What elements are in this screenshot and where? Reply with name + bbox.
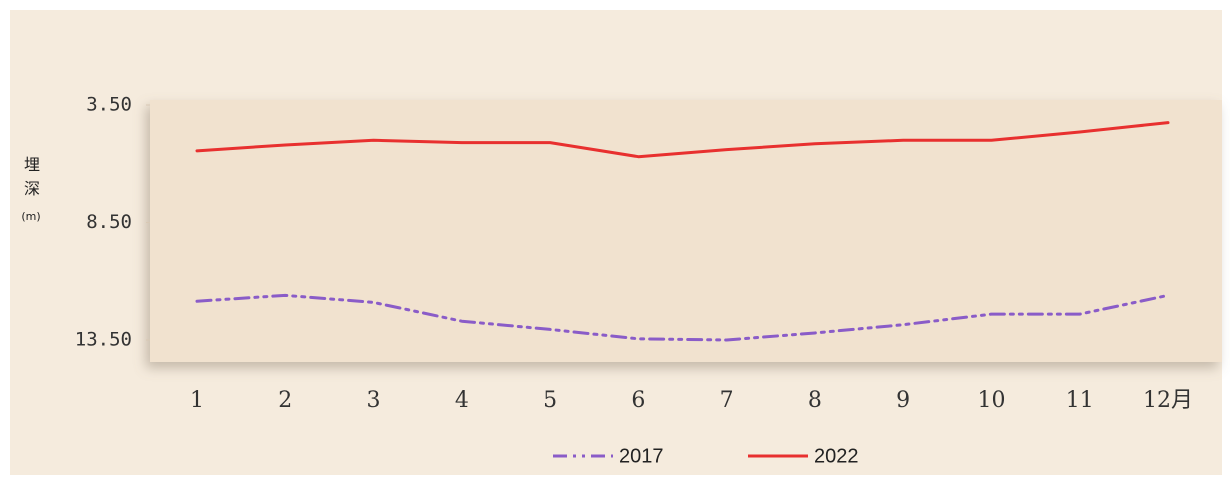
x-tick-label: 1 [190,388,204,413]
y-tick-label: 8.50 [86,211,132,233]
x-tick-label: 11 [1066,388,1094,413]
y-tick-label: 3.50 [86,94,132,116]
y-axis-unit: (m) [21,210,41,223]
x-tick-label: 5 [543,388,557,413]
x-tick-label: 12月 [1143,388,1193,413]
series-line [195,121,1170,159]
x-tick-label: 7 [720,388,734,413]
y-axis-label: 埋深 [24,155,41,198]
x-tick-label: 8 [808,388,822,413]
x-tick-label: 2 [278,388,292,413]
x-tick-label: 4 [455,388,469,413]
series-line [195,293,1170,342]
x-tick-label: 10 [977,388,1005,413]
x-tick-label: 6 [631,388,645,413]
plot-area [150,100,1222,362]
legend-label: 2022 [814,445,859,467]
y-tick-label: 13.50 [75,329,132,351]
x-tick-label: 3 [367,388,381,413]
legend-label: 2017 [619,445,664,467]
x-tick-label: 9 [896,388,910,413]
